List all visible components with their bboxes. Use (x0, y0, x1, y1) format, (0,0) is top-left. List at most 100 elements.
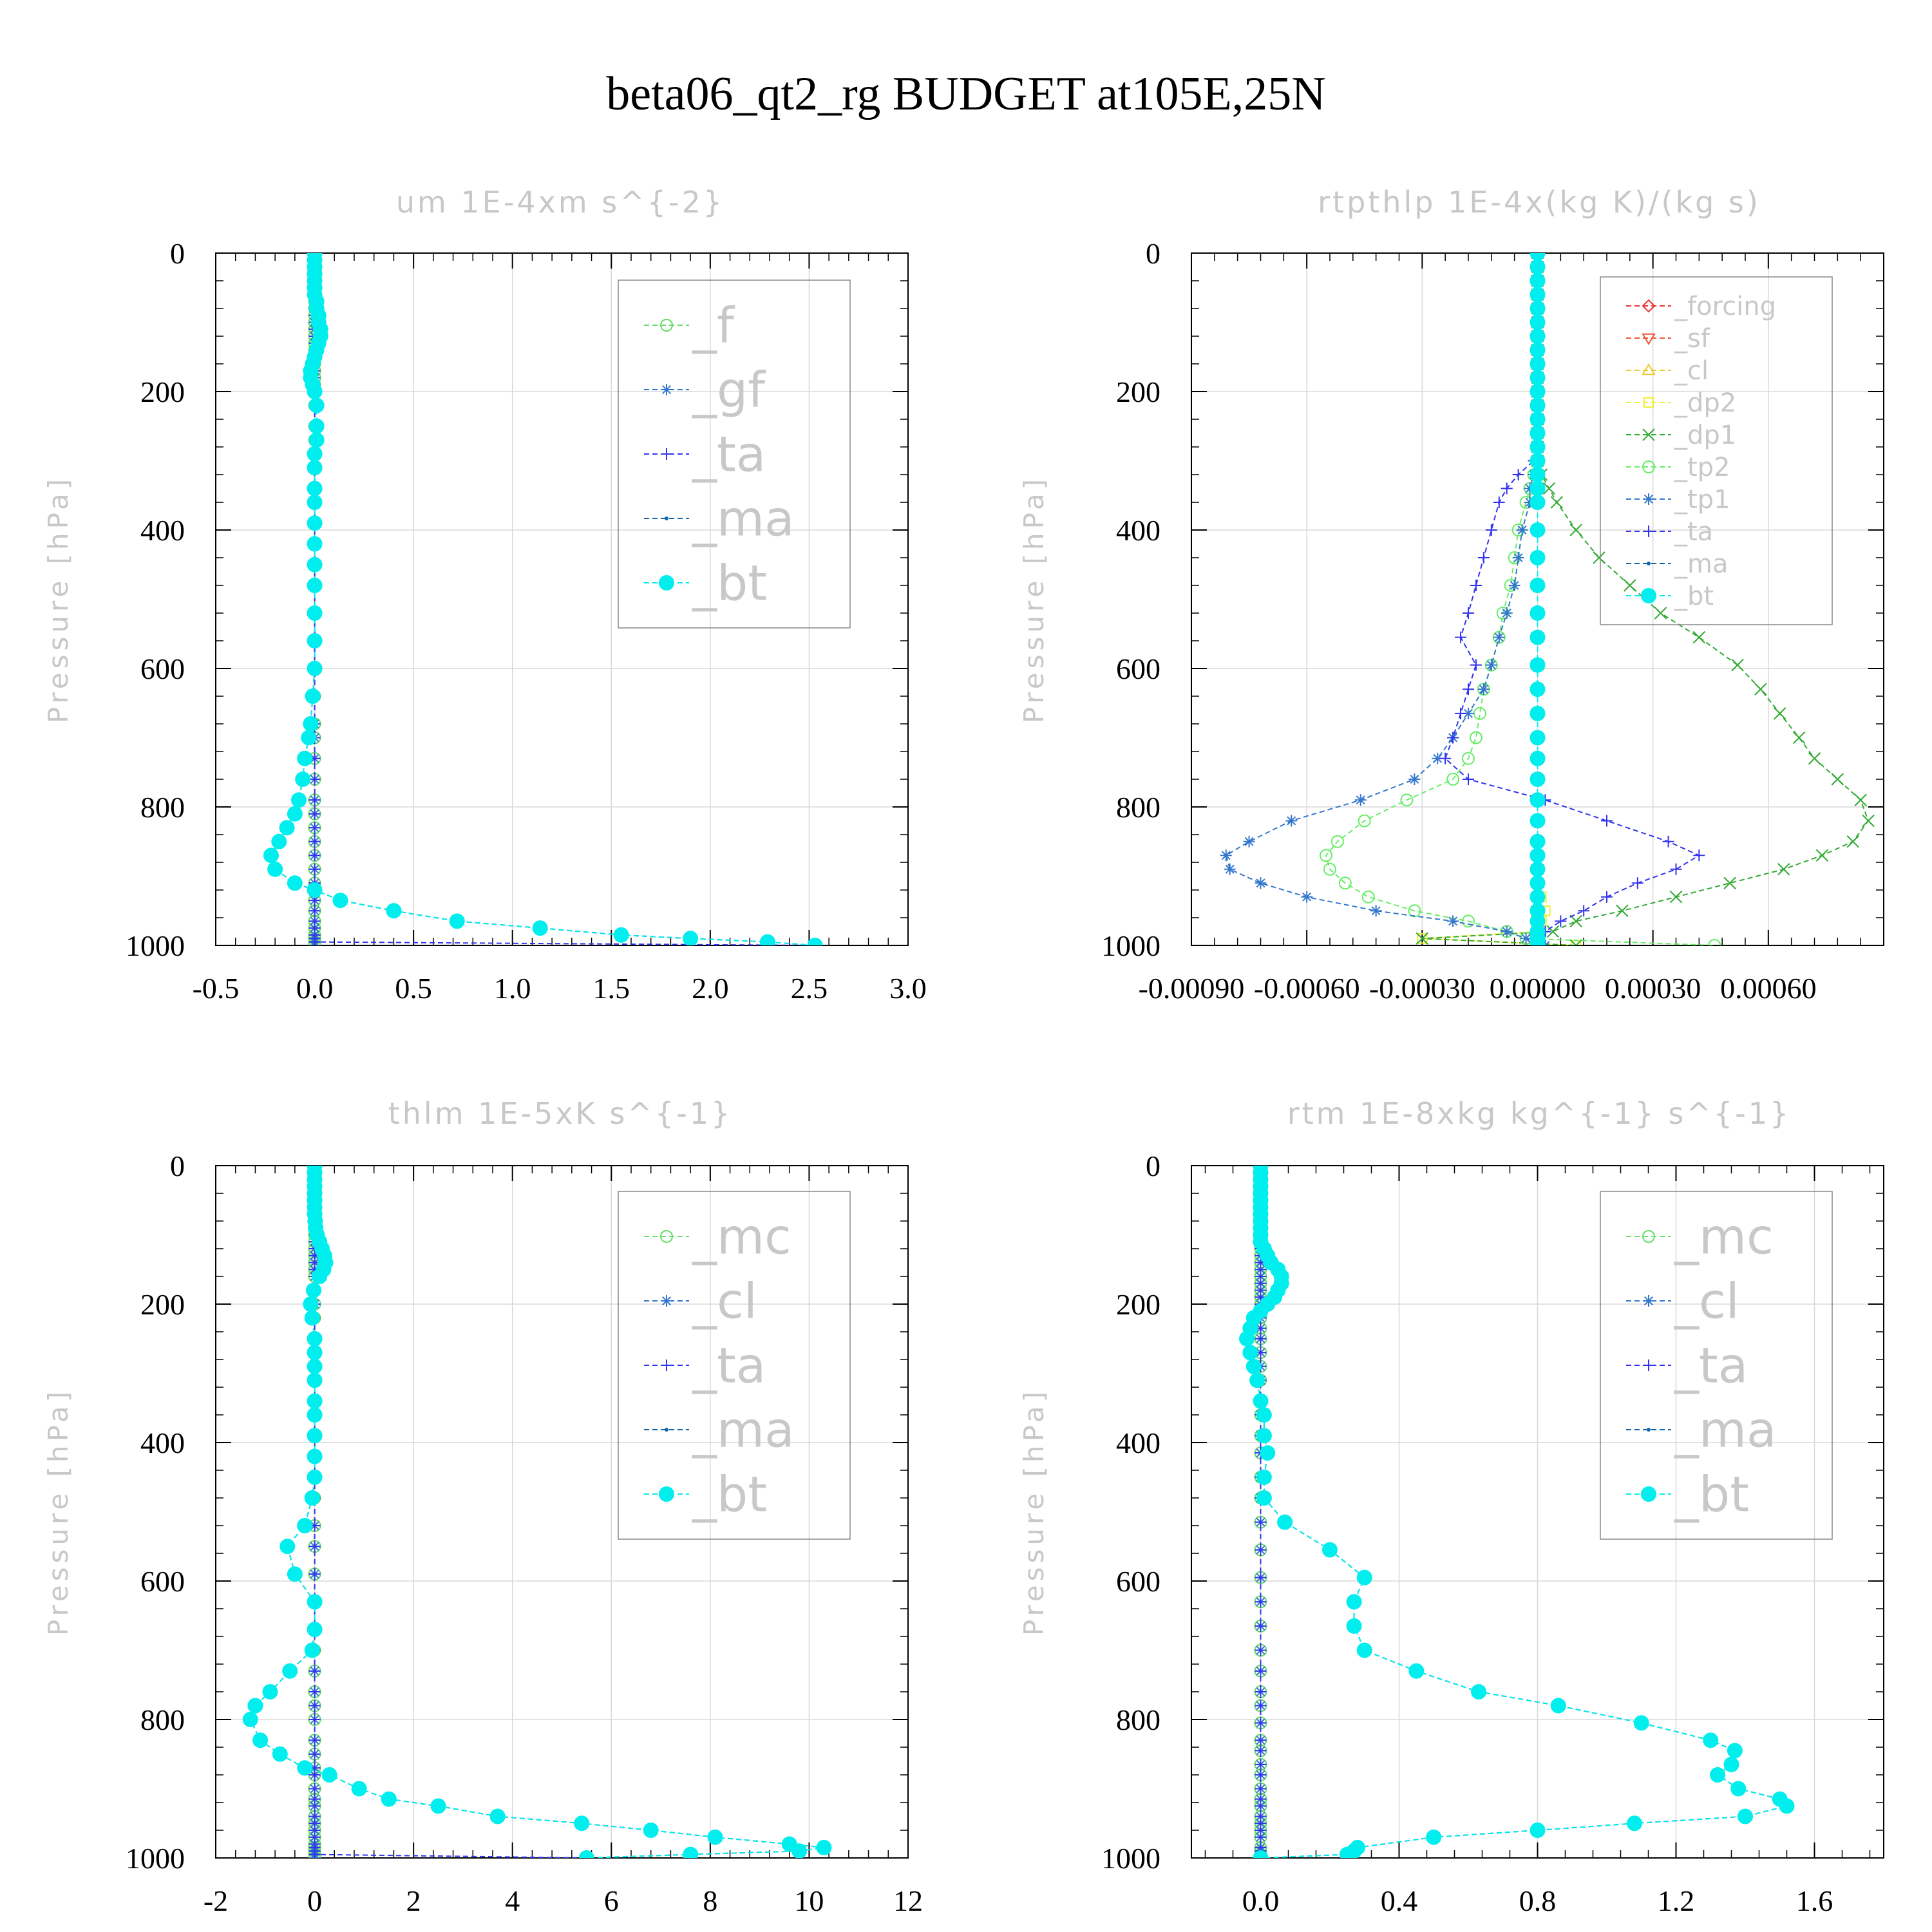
legend-item: _ta (1626, 517, 1713, 547)
data-point (308, 863, 321, 875)
data-point (1243, 835, 1255, 848)
data-point (295, 772, 311, 787)
legend-label: _cl (692, 1273, 757, 1330)
data-point (1530, 681, 1546, 697)
legend-item: _ma (644, 1401, 795, 1459)
y-tick-label: 1000 (126, 929, 185, 962)
data-point (267, 861, 283, 877)
data-point (1530, 833, 1546, 849)
data-point (1485, 659, 1497, 671)
legend-marker (661, 1359, 672, 1371)
data-point (305, 688, 321, 704)
data-point (1255, 1717, 1267, 1729)
data-point (1255, 1516, 1267, 1528)
legend-marker (1643, 1359, 1654, 1371)
legend: _mc _cl _ta _ma _bt (618, 1191, 851, 1540)
data-point (1862, 814, 1875, 828)
y-tick-label: 800 (1116, 1703, 1160, 1736)
data-point (307, 495, 323, 510)
data-point (1277, 1514, 1293, 1530)
data-point (1462, 752, 1475, 765)
legend-marker (1643, 493, 1654, 505)
data-point (1285, 815, 1298, 827)
legend-marker (659, 1486, 674, 1502)
data-point (1723, 1756, 1739, 1772)
legend-label: _dp1 (1674, 421, 1736, 450)
data-point (307, 661, 323, 676)
data-point (1530, 889, 1546, 905)
data-point (1463, 607, 1474, 619)
data-point (1550, 496, 1564, 509)
data-point (1432, 752, 1444, 764)
data-point (1253, 1850, 1269, 1858)
y-tick-label: 0 (170, 237, 185, 270)
legend-item: _ma (1626, 549, 1728, 579)
chart-panel-1: um 1E-4xm s^{-2} Pressure [hPa] -0.5 0.0 0.5… (43, 185, 927, 1005)
legend-box (618, 1191, 851, 1540)
data-point (308, 835, 321, 848)
series-bt (1530, 253, 1546, 945)
legend-marker (660, 1230, 673, 1243)
data-point (1255, 1734, 1267, 1747)
legend-marker (1642, 363, 1656, 375)
data-point (1242, 1345, 1258, 1361)
legend-label: _ma (1674, 1401, 1777, 1459)
series-group (1239, 1166, 1795, 1858)
legend-label: _ta (1674, 517, 1713, 547)
data-point (1255, 1800, 1267, 1812)
data-point (287, 1566, 303, 1582)
data-point (759, 934, 775, 945)
data-point (1774, 707, 1786, 720)
y-tick-label: 400 (1116, 1426, 1160, 1459)
legend-item: _ta (1626, 1337, 1748, 1394)
legend-item: _gf (644, 361, 766, 419)
data-point (1633, 1715, 1649, 1731)
data-point (307, 460, 323, 476)
legend-label: _ta (692, 426, 766, 483)
legend-label: _ma (692, 490, 795, 547)
data-point (1416, 932, 1429, 945)
legend-label: _mc (1674, 1208, 1774, 1265)
data-point (381, 1791, 397, 1807)
y-tick-label: 0 (1146, 1150, 1160, 1182)
data-point (1470, 580, 1482, 591)
x-tick-label: 0.00030 (1605, 972, 1701, 1005)
axis-ticks: -0.5 0.0 0.5 1.0 1.5 2.0 2.5 3.0 0 200 400 600 800 10… (126, 237, 927, 1005)
data-point (1408, 1663, 1425, 1679)
data-point (1530, 253, 1546, 261)
data-point (308, 1783, 321, 1795)
legend-item: _sf (1626, 324, 1710, 354)
x-tick-label: -0.00090 (1139, 972, 1245, 1005)
data-point (1530, 1823, 1546, 1838)
data-point (1400, 793, 1414, 807)
data-point (1530, 453, 1546, 469)
data-point (1255, 1544, 1267, 1556)
chart-panel-2: rtpthlp 1E-4x(kg K)/(kg s) Pressure [hPa]… (1018, 185, 1884, 1005)
data-point (1530, 705, 1546, 721)
y-tick-label: 1000 (1101, 1842, 1160, 1875)
data-point (308, 1748, 321, 1760)
legend-label: _cl (1674, 1273, 1739, 1330)
data-point (1469, 731, 1482, 744)
legend-marker (1647, 562, 1651, 565)
data-point (1455, 707, 1467, 719)
data-point (308, 794, 321, 806)
legend-marker (661, 1295, 672, 1307)
data-point (1256, 1428, 1272, 1444)
legend-marker (1642, 428, 1655, 441)
data-point (1530, 328, 1546, 344)
data-point (1255, 1700, 1267, 1712)
data-point (1446, 773, 1460, 786)
data-point (308, 1686, 321, 1698)
legend-label: _f (692, 297, 735, 354)
data-point (1542, 482, 1556, 495)
data-point (1670, 863, 1682, 875)
data-point (247, 1698, 263, 1714)
panels: um 1E-4xm s^{-2} Pressure [hPa] -0.5 0.0 0.5… (43, 185, 1884, 1917)
data-point (1530, 605, 1546, 621)
legend-label: _mc (692, 1208, 791, 1265)
data-point (332, 893, 348, 909)
data-point (308, 1700, 321, 1712)
legend-label: _ta (1674, 1337, 1748, 1394)
